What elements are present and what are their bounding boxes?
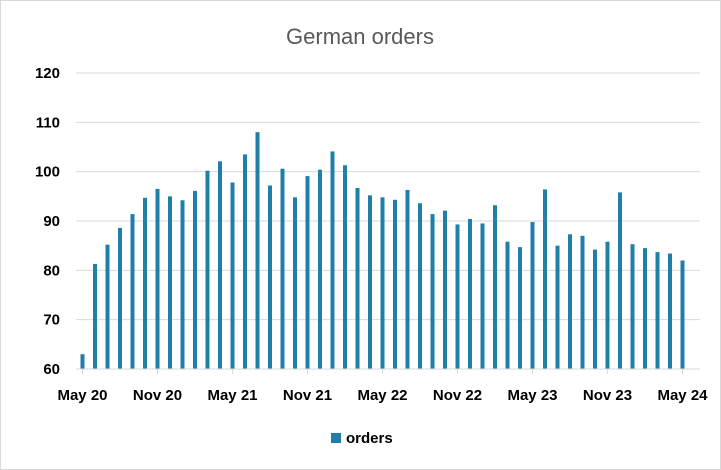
bar — [105, 244, 110, 369]
bar — [355, 187, 360, 369]
legend: orders — [331, 430, 393, 447]
bar — [80, 354, 85, 369]
bar — [593, 249, 597, 369]
bar — [168, 196, 172, 369]
bar — [405, 189, 410, 369]
y-tick-label: 80 — [43, 262, 60, 279]
x-axis-tick-labels: May 20 Nov 20 May 21 Nov 21 May 22 Nov 22 May … — [57, 369, 708, 404]
y-tick-label: 70 — [43, 312, 60, 329]
bar — [568, 234, 572, 369]
y-tick-label: 90 — [43, 213, 60, 230]
x-tick-label: Nov 22 — [433, 387, 482, 404]
bar — [543, 189, 547, 369]
x-tick-label: May 24 — [657, 387, 708, 404]
bar — [655, 252, 660, 369]
x-tick-label: May 23 — [507, 387, 557, 404]
bar — [393, 199, 397, 369]
x-tick-label: Nov 20 — [133, 387, 182, 404]
bar — [305, 176, 310, 369]
bar — [218, 161, 222, 369]
bar — [493, 205, 497, 369]
bar — [668, 253, 672, 369]
bar — [468, 219, 472, 369]
y-tick-label: 100 — [35, 164, 60, 181]
bar-series-orders — [80, 132, 685, 369]
bar — [368, 195, 372, 369]
bar — [343, 165, 347, 369]
bar — [130, 214, 135, 369]
x-tick-label: May 22 — [357, 387, 407, 404]
bar — [268, 185, 272, 369]
bar — [93, 263, 97, 369]
legend-swatch-orders — [331, 433, 341, 443]
bar — [143, 197, 147, 369]
x-tick-label: May 20 — [57, 387, 107, 404]
bar — [480, 223, 485, 369]
bar — [643, 248, 647, 369]
bar — [430, 214, 435, 369]
bar — [518, 247, 522, 369]
x-tick-label: Nov 21 — [283, 387, 332, 404]
bar — [630, 244, 635, 369]
y-tick-label: 60 — [43, 361, 60, 378]
y-tick-label: 110 — [36, 114, 60, 131]
x-tick-label: Nov 23 — [583, 387, 632, 404]
bar — [280, 168, 285, 369]
bar — [418, 203, 422, 369]
bar — [230, 182, 235, 369]
bar — [580, 235, 585, 369]
bar — [505, 241, 510, 369]
x-tick-label: May 21 — [207, 387, 257, 404]
bar — [680, 260, 685, 369]
bar — [605, 241, 610, 369]
bar — [318, 169, 322, 369]
bar — [255, 132, 260, 369]
bar — [293, 197, 297, 369]
bar — [180, 200, 185, 369]
bar — [193, 190, 197, 369]
bar — [380, 197, 385, 369]
bar — [330, 151, 335, 369]
bar — [443, 210, 447, 369]
bar — [243, 154, 247, 369]
bar — [455, 224, 460, 369]
bar — [530, 221, 535, 369]
legend-label-orders: orders — [346, 430, 393, 447]
chart-title: German orders — [286, 24, 434, 49]
y-axis-tick-labels: 60 70 80 90 100 110 120 — [35, 65, 60, 378]
bar — [155, 188, 160, 369]
bar — [555, 245, 560, 369]
bar — [205, 170, 210, 369]
y-tick-label: 120 — [35, 65, 60, 82]
bar — [618, 192, 622, 369]
bar — [118, 227, 122, 369]
